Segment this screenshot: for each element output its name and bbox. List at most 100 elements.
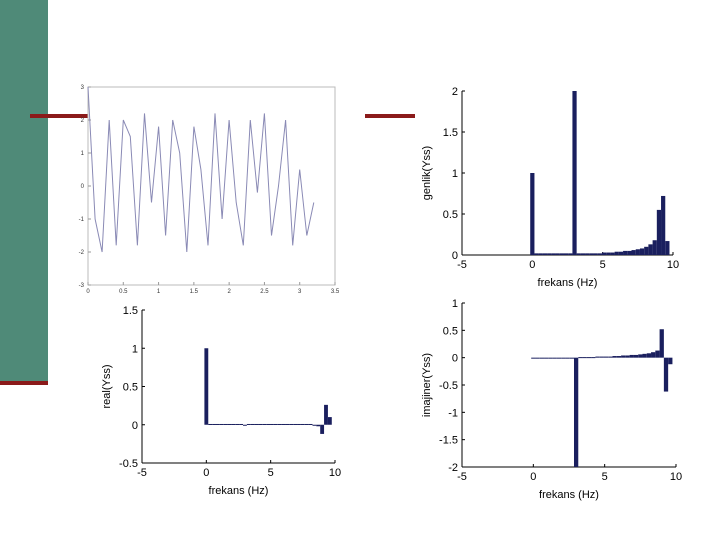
x-tick-label: -5 <box>137 467 147 479</box>
bar <box>246 423 251 425</box>
x-tick-label: 5 <box>600 259 606 271</box>
bar <box>312 424 317 426</box>
bar <box>555 253 560 255</box>
bar <box>652 240 657 255</box>
y-tick-label: 1 <box>452 168 458 180</box>
x-tick-label: 10 <box>670 471 682 483</box>
bar <box>552 357 557 359</box>
bar <box>297 423 301 425</box>
bar <box>656 209 662 255</box>
bar <box>270 423 274 425</box>
y-tick-label: -3 <box>79 283 85 289</box>
x-tick-label: 10 <box>329 467 341 479</box>
bar <box>585 253 590 255</box>
x-tick-label: 3 <box>298 289 302 295</box>
y-tick-label: 2 <box>81 118 85 124</box>
chart-imaginary-part: -2 -1.5 -1 -0.5 0 0.5 1 -5 0 5 10 frekans (Hz) imaji… <box>421 298 682 501</box>
bar <box>578 357 583 359</box>
bar <box>551 253 556 255</box>
y-tick-label: 0.5 <box>123 382 138 394</box>
x-tick-label: 1.5 <box>190 289 199 295</box>
bar <box>573 357 579 467</box>
y-tick-label: 0 <box>452 250 458 262</box>
bar <box>586 357 592 359</box>
bar <box>618 251 624 255</box>
bar <box>535 357 540 359</box>
y-tick-label: -1 <box>79 217 85 223</box>
x-tick-label: -5 <box>457 259 467 271</box>
signal-line <box>87 86 315 253</box>
title-rule-right <box>365 114 415 118</box>
bar <box>277 423 282 425</box>
y-axis-label: genlik(Yss) <box>421 146 433 200</box>
y-tick-label: 3 <box>81 85 85 91</box>
bar <box>538 253 543 255</box>
y-tick-label: 2 <box>452 86 458 98</box>
bar <box>576 253 581 255</box>
bar <box>208 423 213 425</box>
x-tick-label: 0 <box>530 471 536 483</box>
bar <box>239 423 244 425</box>
bar <box>285 423 290 425</box>
y-tick-label: -0.5 <box>119 458 138 470</box>
bar <box>661 195 666 255</box>
x-tick-label: 10 <box>667 259 679 271</box>
x-tick-label: 1 <box>157 289 161 295</box>
y-tick-label: 1 <box>452 298 458 310</box>
x-tick-label: 0 <box>86 289 90 295</box>
y-tick-label: -1.5 <box>439 435 458 447</box>
bar <box>561 357 566 359</box>
x-tick-label: -5 <box>457 471 467 483</box>
x-axis-label: frekans (Hz) <box>539 489 599 501</box>
bar <box>308 423 313 425</box>
bar <box>548 357 553 359</box>
bar <box>219 423 224 425</box>
bar <box>606 252 611 255</box>
bar <box>327 417 332 425</box>
y-tick-label: 0 <box>452 353 458 365</box>
bar <box>623 250 628 255</box>
x-tick-label: 2.5 <box>260 289 269 295</box>
bar <box>659 329 664 358</box>
y-tick-label: -1 <box>448 407 458 419</box>
bar <box>635 249 640 255</box>
x-tick-label: 5 <box>268 467 274 479</box>
chart-real-part: -0.5 0 0.5 1 1.5 -5 0 5 10 frekans (Hz) real(Yss) <box>101 305 341 497</box>
bar <box>547 253 552 255</box>
y-tick-label: -2 <box>448 462 458 474</box>
x-tick-label: 0.5 <box>119 289 128 295</box>
bar <box>646 353 652 358</box>
x-tick-label: 0 <box>203 467 209 479</box>
bar <box>616 356 622 358</box>
bar <box>563 253 569 255</box>
bar <box>544 357 549 359</box>
y-tick-label: 0 <box>81 184 85 190</box>
bar <box>539 357 545 359</box>
bar <box>597 253 602 255</box>
bar <box>565 357 570 359</box>
bar <box>568 253 573 255</box>
bar <box>320 424 325 434</box>
bar <box>612 356 617 358</box>
bar <box>599 356 604 358</box>
bar <box>580 253 586 255</box>
bar <box>621 355 626 358</box>
bar <box>258 423 263 425</box>
bar <box>610 252 615 255</box>
bar <box>324 404 328 425</box>
x-tick-label: 0 <box>529 259 535 271</box>
bar <box>542 253 548 255</box>
bar <box>665 241 670 255</box>
bar <box>629 354 634 358</box>
bar <box>262 423 267 425</box>
bar <box>627 250 632 255</box>
bottom-rule <box>0 381 48 385</box>
bar <box>316 424 321 427</box>
bar <box>250 423 255 425</box>
title-rule-left <box>30 114 88 118</box>
bar <box>591 357 596 359</box>
bar <box>633 354 639 358</box>
y-tick-label: 0 <box>132 420 138 432</box>
bar <box>293 423 298 425</box>
